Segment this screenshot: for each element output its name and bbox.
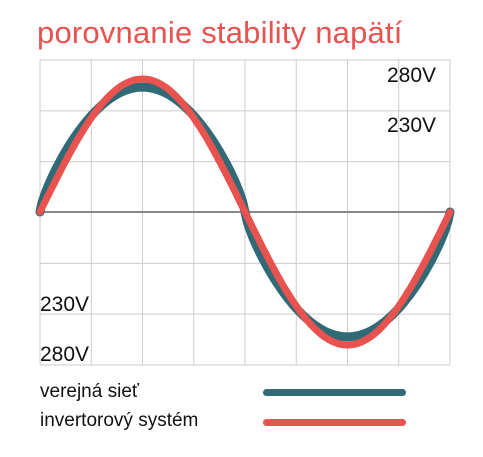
legend-swatch-verejna-siet: [263, 389, 406, 396]
legend-swatch-invertorovy-system: [263, 419, 406, 426]
legend-label-invertorovy-system: invertorový systém: [40, 410, 199, 431]
y-tick-label-230-bottom: 230V: [40, 293, 89, 316]
legend-label-verejna-siet: verejná sieť: [40, 381, 140, 402]
series-line-invertorovy-system: [36, 75, 454, 349]
y-tick-label-280-top: 280V: [387, 64, 436, 87]
chart-grid: [39, 59, 451, 366]
y-tick-label-230-top: 230V: [387, 114, 436, 137]
y-tick-label-280-bottom: 280V: [40, 343, 89, 366]
page-title: porovnanie stability napätí: [37, 15, 403, 50]
